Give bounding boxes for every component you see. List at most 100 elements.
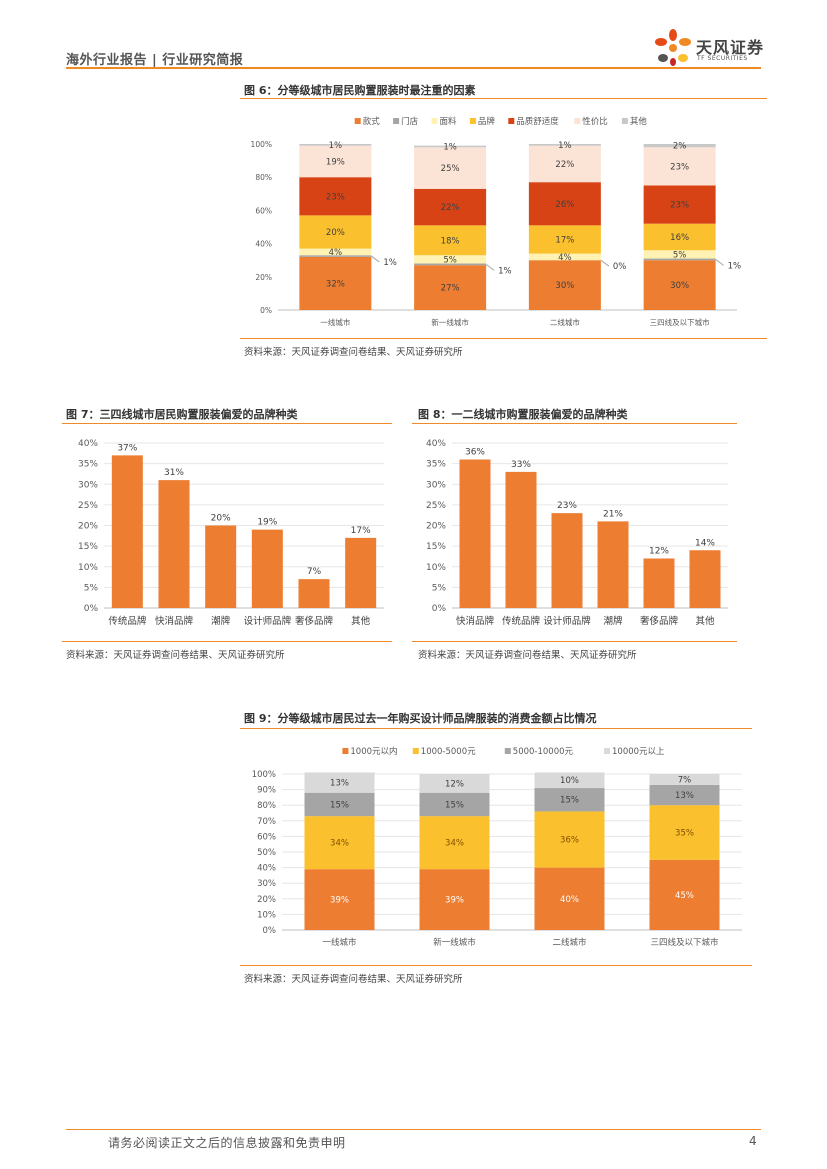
- y-tick-label: 30%: [78, 480, 98, 490]
- bar: [111, 455, 143, 608]
- data-label: 23%: [670, 201, 689, 211]
- bar-segment: [304, 816, 375, 870]
- data-label: 19%: [257, 518, 277, 528]
- legend-label: 面料: [440, 116, 458, 127]
- legend-swatch: [621, 118, 628, 124]
- data-label: 31%: [164, 468, 184, 478]
- legend-label: 1000元以内: [350, 746, 397, 757]
- data-label: 30%: [555, 281, 574, 291]
- bar-segment: [419, 869, 490, 930]
- report-header-title: 海外行业报告 | 行业研究简报: [66, 53, 244, 68]
- bar: [689, 550, 721, 608]
- category-label: 奢侈品牌: [295, 615, 334, 627]
- y-tick-label: 70%: [257, 817, 276, 827]
- fig7-top-rule: [62, 423, 392, 424]
- bar-segment: [299, 248, 372, 256]
- bar-segment: [649, 859, 720, 930]
- legend-label: 品质舒适度: [516, 116, 559, 127]
- bar-segment: [528, 145, 601, 183]
- bar: [158, 480, 190, 608]
- y-tick-label: 5%: [84, 583, 99, 593]
- legend-label: 品牌: [478, 116, 496, 127]
- data-label: 16%: [670, 233, 689, 243]
- bar: [597, 521, 629, 608]
- data-label: 1%: [728, 261, 742, 271]
- data-label: 10%: [560, 776, 579, 786]
- data-label: 39%: [445, 896, 464, 906]
- data-label: 22%: [555, 160, 574, 170]
- y-tick-label: 100%: [252, 770, 276, 780]
- bar-segment: [304, 792, 375, 817]
- bar-segment: [534, 867, 605, 930]
- bar: [251, 529, 283, 608]
- bar-segment: [649, 805, 720, 860]
- data-label: 33%: [511, 460, 531, 470]
- bar-segment: [534, 772, 605, 789]
- data-label: 0%: [613, 262, 627, 272]
- bar-segment: [528, 260, 601, 310]
- bar-segment: [304, 772, 375, 793]
- category-label: 快消品牌: [155, 615, 194, 627]
- data-label: 20%: [211, 514, 231, 524]
- legend-swatch: [393, 118, 400, 124]
- bar-segment: [643, 260, 716, 310]
- bar-segment: [528, 182, 601, 226]
- data-label: 5%: [443, 255, 457, 265]
- legend-swatch: [574, 118, 581, 124]
- data-label: 25%: [441, 164, 460, 174]
- category-label: 二线城市: [552, 937, 587, 948]
- data-label: 13%: [330, 779, 349, 789]
- bar: [551, 513, 583, 608]
- y-tick-label: 25%: [426, 501, 446, 511]
- y-tick-label: 40%: [426, 439, 446, 449]
- legend-swatch: [504, 748, 511, 754]
- fig6-source: 资料来源：天风证券调查问卷结果、天风证券研究所: [244, 347, 463, 358]
- y-tick-label: 40%: [257, 864, 276, 874]
- category-label: 设计师品牌: [543, 615, 591, 627]
- data-label: 23%: [670, 162, 689, 172]
- footer-divider: [66, 1129, 761, 1130]
- data-label: 4%: [329, 248, 343, 258]
- y-tick-label: 0%: [84, 604, 99, 614]
- legend-label: 门店: [401, 116, 419, 127]
- bar-segment: [414, 147, 487, 189]
- bar: [459, 459, 491, 608]
- fig9-top-rule: [240, 728, 752, 729]
- callout-line: [485, 263, 495, 271]
- y-tick-label: 60%: [257, 832, 276, 842]
- legend-swatch: [342, 748, 349, 754]
- legend-swatch: [431, 118, 438, 124]
- bar-segment: [414, 188, 487, 226]
- bar-segment: [299, 177, 372, 216]
- category-label: 一线城市: [322, 937, 357, 948]
- data-label: 45%: [675, 891, 694, 901]
- category-label: 二线城市: [550, 317, 580, 327]
- legend-swatch: [412, 748, 419, 754]
- bar-segment: [643, 223, 716, 251]
- bar-segment: [419, 774, 490, 793]
- y-tick-label: 20%: [257, 895, 276, 905]
- data-label: 1%: [383, 258, 397, 268]
- bar-segment: [419, 816, 490, 870]
- category-label: 传统品牌: [108, 615, 147, 627]
- fig7-source: 资料来源：天风证券调查问卷结果、天风证券研究所: [66, 650, 285, 661]
- bar-segment: [299, 256, 372, 310]
- bar-segment: [414, 255, 487, 264]
- data-label: 34%: [445, 839, 464, 849]
- data-label: 39%: [330, 896, 349, 906]
- data-label: 12%: [445, 779, 464, 789]
- y-tick-label: 40%: [255, 240, 272, 249]
- y-tick-label: 30%: [257, 879, 276, 889]
- y-tick-label: 35%: [78, 460, 98, 470]
- fig8-chart: 0% 5% 10% 15% 20% 25% 30% 35% 40% 36% 快消品牌 33% 传统品牌 2…: [426, 439, 728, 627]
- y-tick-label: 80%: [257, 801, 276, 811]
- page-number: 4: [749, 1134, 757, 1148]
- fig8-bottom-rule: [412, 641, 737, 642]
- data-label: 37%: [117, 443, 137, 453]
- bar: [505, 471, 537, 608]
- category-label: 其他: [695, 615, 715, 627]
- category-label: 新一线城市: [431, 317, 469, 327]
- data-label: 17%: [351, 526, 371, 536]
- callout-line: [715, 258, 724, 266]
- bar-segment: [299, 255, 372, 257]
